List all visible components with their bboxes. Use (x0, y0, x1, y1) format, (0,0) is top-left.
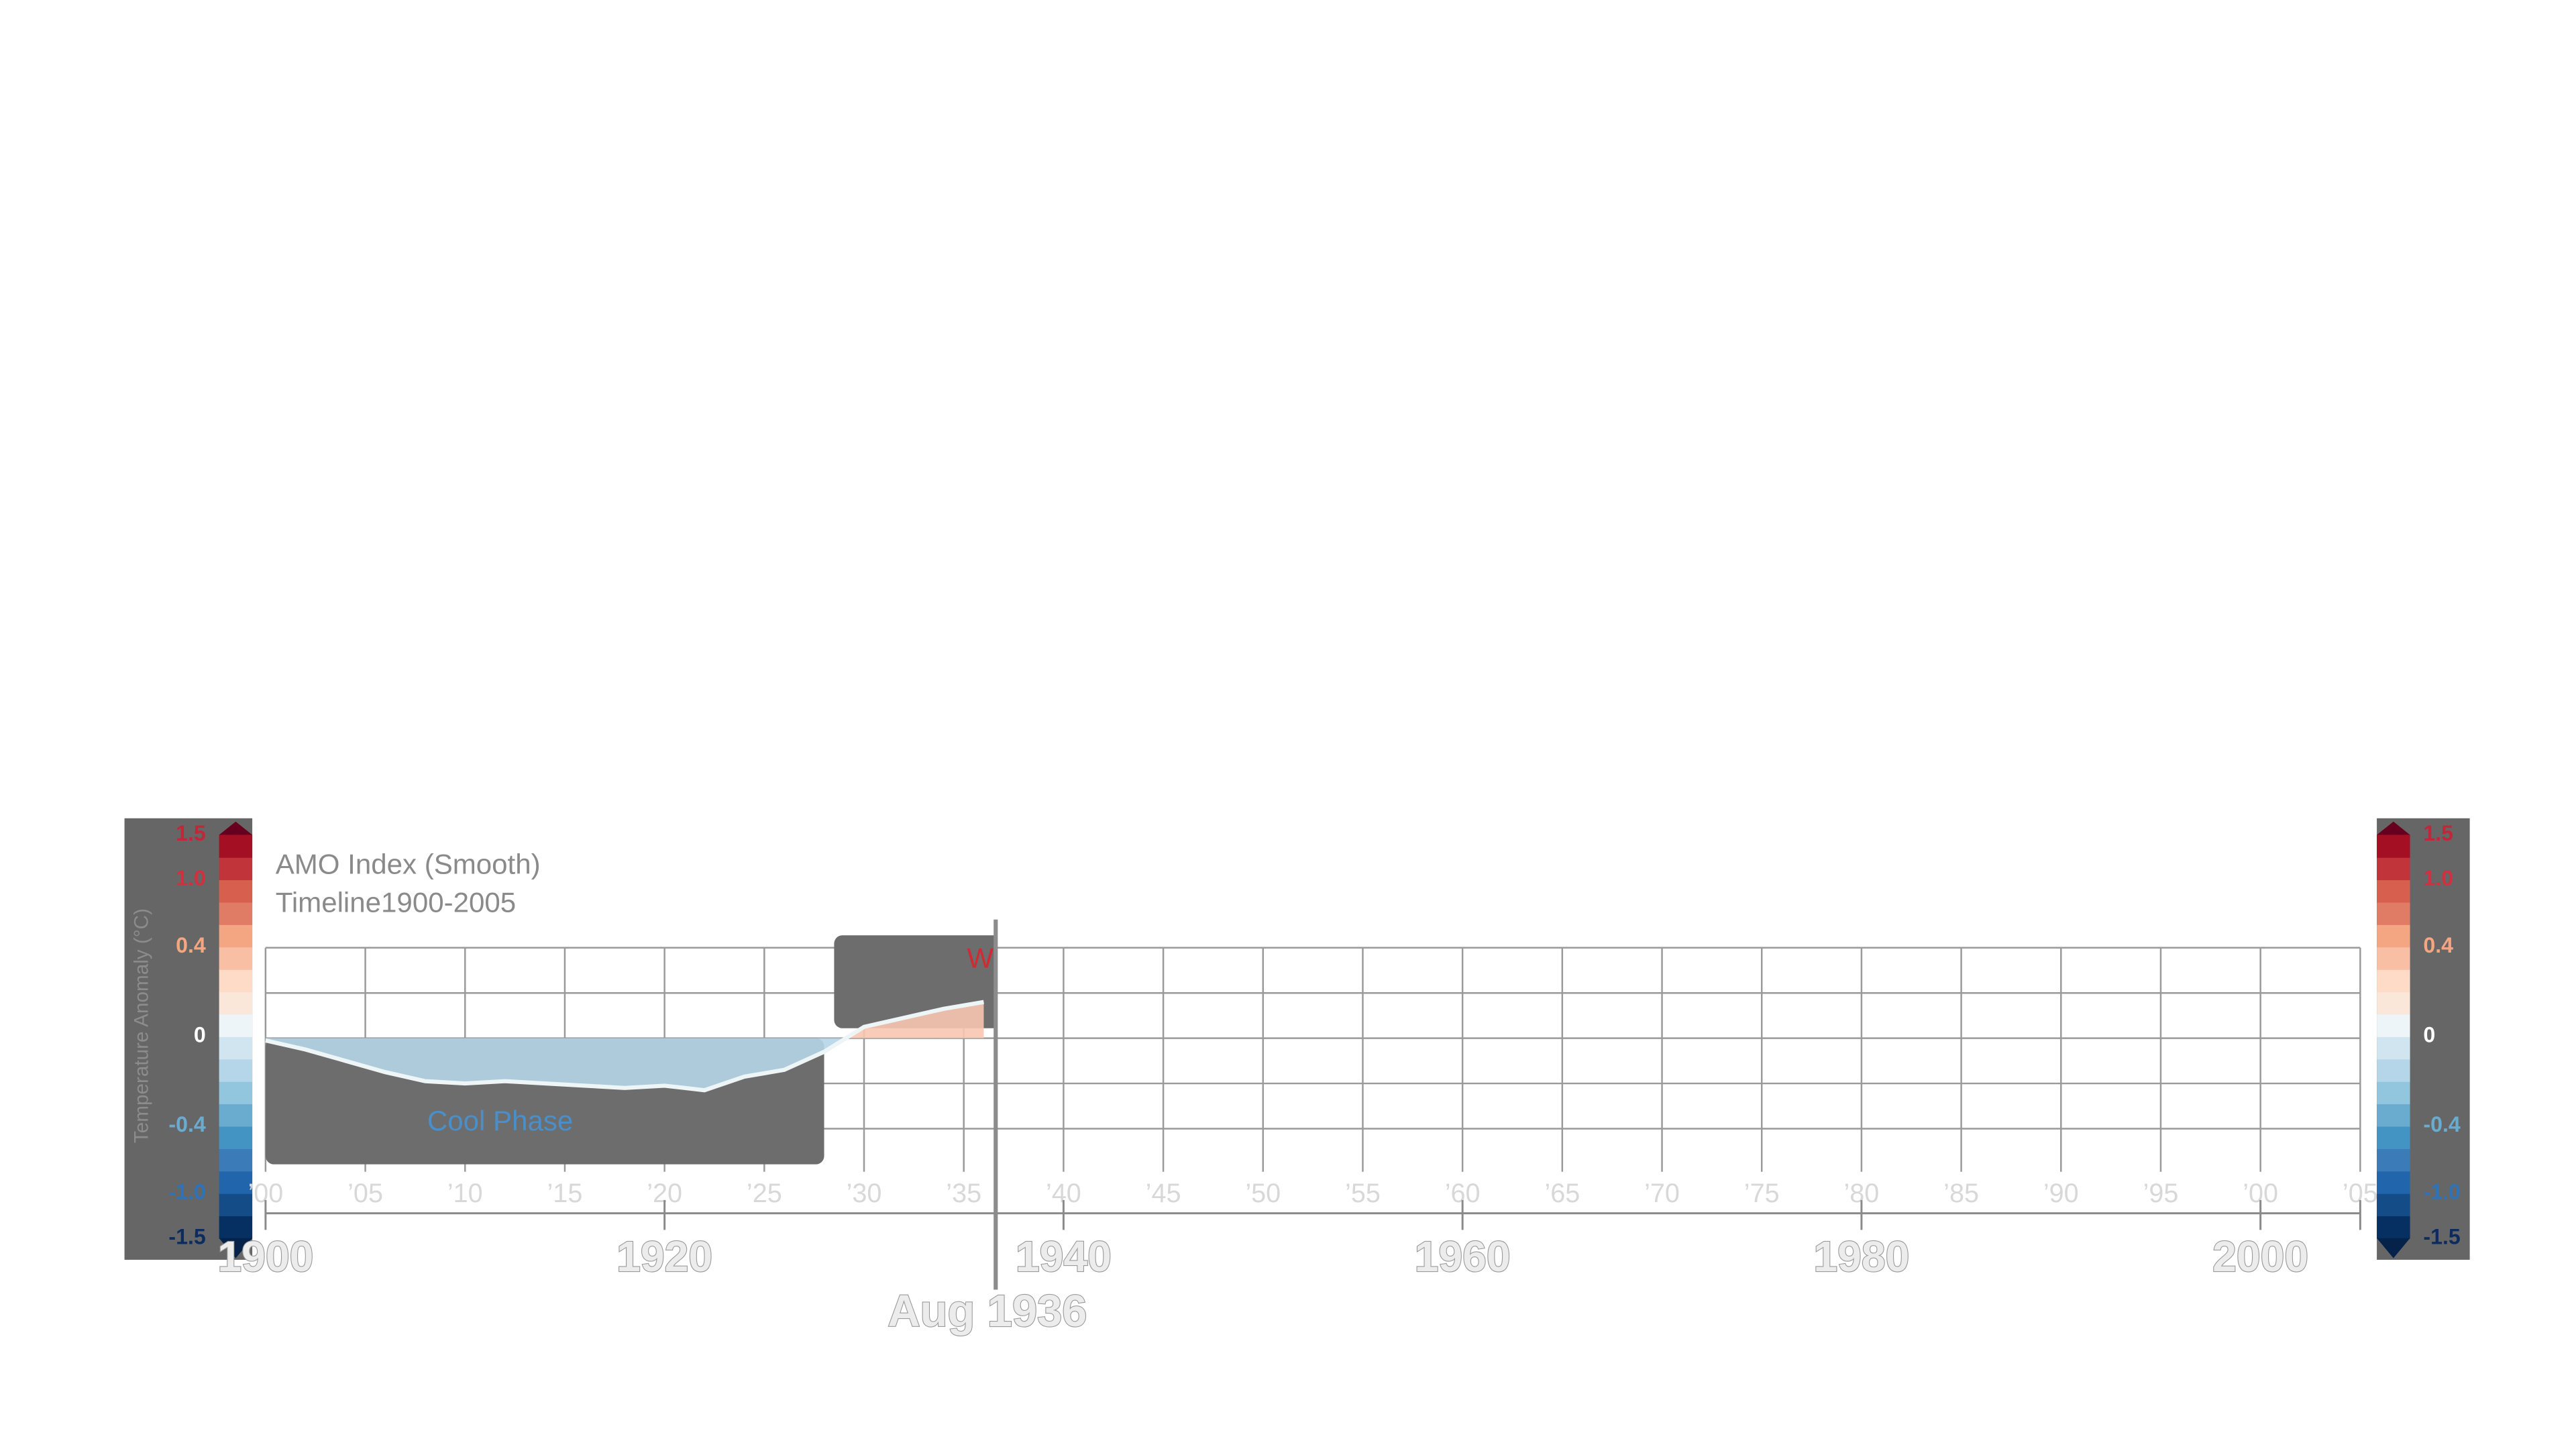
colorbar-tick-label: 1.0 (176, 866, 206, 890)
colorbar-segment (2377, 1014, 2410, 1037)
colorbar-extend-top (2377, 821, 2410, 835)
colorbar-segment (2377, 1216, 2410, 1239)
colorbar-tick-label: -0.4 (168, 1112, 206, 1136)
colorbar-segment (219, 1036, 253, 1060)
colorbar-segment (219, 1081, 253, 1105)
colorbar-segment (2377, 1059, 2410, 1082)
colorbar-segment (219, 1059, 253, 1082)
minor-tick-label: ’15 (547, 1179, 583, 1208)
colorbar-tick-label: 0.4 (176, 933, 206, 957)
colorbar-segment (219, 947, 253, 970)
minor-tick-label: ’10 (447, 1179, 483, 1208)
colorbar-segment (2377, 857, 2410, 881)
colorbar-segment (2377, 991, 2410, 1015)
colorbar-segment (219, 1104, 253, 1127)
colorbar-tick-label: 1.5 (176, 821, 206, 845)
minor-tick-label: ’45 (1146, 1179, 1181, 1208)
colorbar-segment (219, 969, 253, 993)
minor-tick-label: ’85 (1943, 1179, 1979, 1208)
colorbar-extend-bottom (2377, 1238, 2410, 1258)
minor-tick-label: ’75 (1744, 1179, 1780, 1208)
colorbar-tick-label: -1.0 (2423, 1179, 2460, 1203)
colorbar-segment (219, 879, 253, 903)
x-tick-label: 1980 (1813, 1232, 1909, 1281)
colorbar-tick-label: 0 (2423, 1023, 2435, 1047)
colorbar-segment (219, 991, 253, 1015)
colorbar-segment (219, 835, 253, 858)
colorbar-tick-label: -1.5 (2423, 1224, 2460, 1248)
colorbar-tick-label: 1.0 (2423, 866, 2453, 890)
colorbar-segment (2377, 947, 2410, 970)
colorbar-segment (2377, 1081, 2410, 1105)
colorbar-extend-top (219, 821, 253, 835)
x-tick-label: 1920 (616, 1232, 712, 1281)
minor-tick-label: ’50 (1245, 1179, 1281, 1208)
x-tick-label: 1960 (1415, 1232, 1511, 1281)
minor-tick-label: ’90 (2043, 1179, 2079, 1208)
colorbar-segment (2377, 902, 2410, 925)
colorbar-segment (2377, 969, 2410, 993)
colorbar-segment (2377, 1148, 2410, 1172)
x-tick-label: 1940 (1016, 1232, 1112, 1281)
colorbar-segment (2377, 1171, 2410, 1194)
chart-subtitle: Timeline1900-2005 (276, 887, 516, 918)
colorbar-segment (219, 1216, 253, 1239)
x-tick-label: 2000 (2212, 1232, 2308, 1281)
colorbar-tick-label: 0 (194, 1023, 206, 1047)
colorbar-tick-label: 0.4 (2423, 933, 2453, 957)
x-tick-label: 1900 (217, 1232, 313, 1281)
colorbar-segment (219, 1148, 253, 1172)
colorbar-segment (2377, 1193, 2410, 1217)
colorbar-segment (2377, 835, 2410, 858)
minor-tick-label: ’35 (946, 1179, 981, 1208)
phase-label: W (967, 942, 994, 973)
minor-tick-label: ’05 (347, 1179, 383, 1208)
phase-label: Cool Phase (427, 1105, 573, 1136)
minor-tick-label: ’65 (1544, 1179, 1580, 1208)
line (265, 1000, 984, 1093)
area (265, 1002, 984, 1091)
colorbar-segment (2377, 1036, 2410, 1060)
panels: 1.5 1.0 0.4 0 -0.4 -1.0 -1.5 1.5 1.0 0.4 0 -0.4 -1.0… (124, 818, 2470, 1260)
colorbar-title: Temperature Anomaly (°C) (131, 908, 153, 1143)
minor-tick-label: ’70 (1644, 1179, 1680, 1208)
colorbar-segment (2377, 879, 2410, 903)
colorbar-segment (219, 857, 253, 881)
minor-tick-label: ’95 (2143, 1179, 2179, 1208)
colorbar-segment (2377, 924, 2410, 948)
plot: Cool PhaseW’00’05’10’15’20’25’30’35’40’4… (217, 919, 2378, 1337)
minor-tick-label: ’30 (847, 1179, 882, 1208)
colorbar-segment (219, 1171, 253, 1194)
chart-title: AMO Index (Smooth) (276, 849, 541, 880)
colorbar-segment (219, 902, 253, 925)
colorbar-segment (219, 1193, 253, 1217)
colorbar-segment (219, 1126, 253, 1149)
colorbar-segment (219, 1014, 253, 1037)
colorbar-segment (219, 924, 253, 948)
colorbar-tick-label: -0.4 (2423, 1112, 2461, 1136)
minor-tick-label: ’25 (747, 1179, 782, 1208)
colorbar-extend-bottom (219, 1238, 253, 1258)
minor-tick-label: ’55 (1345, 1179, 1381, 1208)
colorbar-segment (2377, 1126, 2410, 1149)
cursor-label: Aug 1936 (888, 1287, 1087, 1336)
colorbar-tick-label: -1.5 (168, 1224, 205, 1248)
colorbar-tick-label: 1.5 (2423, 821, 2453, 845)
colorbar-segment (2377, 1104, 2410, 1127)
colorbar-tick-label: -1.0 (168, 1179, 205, 1203)
